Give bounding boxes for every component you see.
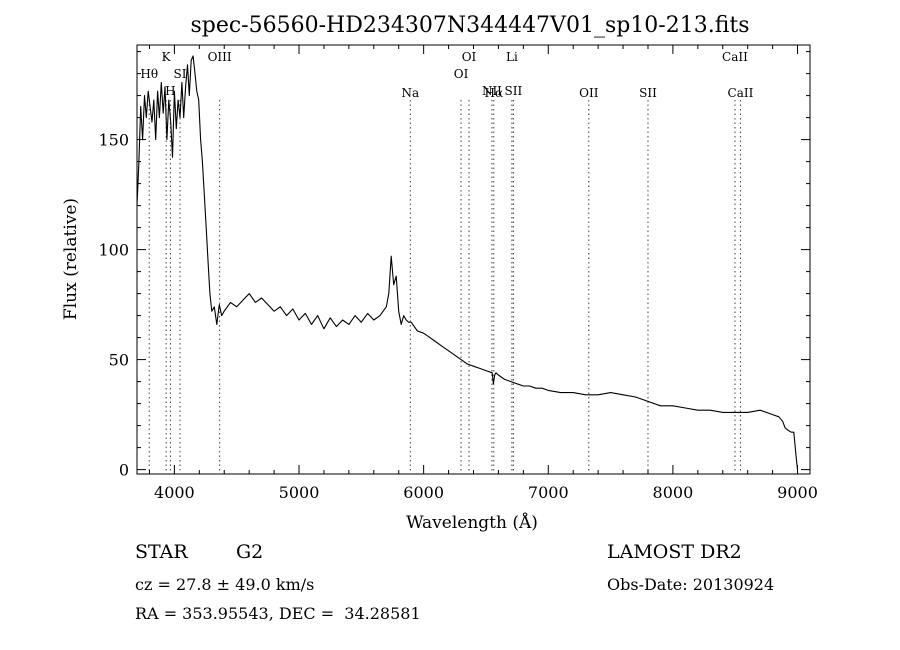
spectral-line-label: K — [162, 50, 172, 64]
x-tick-label: 9000 — [777, 483, 818, 502]
redshift-value: cz = 27.8 ± 49.0 km/s — [135, 575, 315, 594]
spectral-line-label: OIII — [208, 50, 232, 64]
survey-name: LAMOST DR2 — [607, 541, 742, 563]
spectral-line-label: H — [165, 84, 175, 98]
spectral-line-label: Na — [401, 86, 419, 100]
x-axis-label: Wavelength (Å) — [406, 512, 538, 533]
chart-title: spec-56560-HD234307N344447V01_sp10-213.f… — [190, 13, 749, 38]
plot-frame — [136, 44, 811, 475]
spectral-line-label: SI — [174, 67, 187, 81]
spectral-line-label: NII — [482, 84, 502, 98]
obs-date: Obs-Date: 20130924 — [607, 575, 775, 594]
spectral-line-label: SII — [505, 84, 523, 98]
spectral-line-label: OI — [462, 50, 477, 64]
subclass: G2 — [236, 541, 264, 563]
x-tick-label: 8000 — [653, 483, 694, 502]
y-tick-label: 150 — [98, 131, 129, 150]
spectral-line-label: CaII — [722, 50, 748, 64]
spectral-line-label: Hθ — [140, 67, 158, 81]
y-axis-label: Flux (relative) — [61, 198, 81, 320]
y-tick-label: 100 — [98, 241, 129, 260]
spectral-line-label: SII — [639, 86, 657, 100]
coordinates: RA = 353.95543, DEC = 34.28581 — [135, 604, 421, 623]
x-tick-label: 7000 — [528, 483, 569, 502]
y-tick-label: 50 — [109, 351, 129, 370]
spectral-line-label: Li — [506, 50, 518, 64]
x-tick-label: 6000 — [403, 483, 444, 502]
spectrum-line — [136, 55, 799, 470]
x-tick-label: 5000 — [279, 483, 320, 502]
y-tick-label: 0 — [119, 461, 129, 480]
spectral-line-label: OI — [454, 67, 469, 81]
axis-ticks: 4000 5000 6000 7000 8000 9000 0 50 100 150 — [98, 45, 818, 502]
x-tick-label: 4000 — [154, 483, 195, 502]
spectral-line-label: CaII — [728, 86, 754, 100]
spectral-line-label: OII — [579, 86, 599, 100]
object-type: STAR — [135, 541, 188, 563]
spectral-line-label: Hα — [485, 86, 504, 100]
